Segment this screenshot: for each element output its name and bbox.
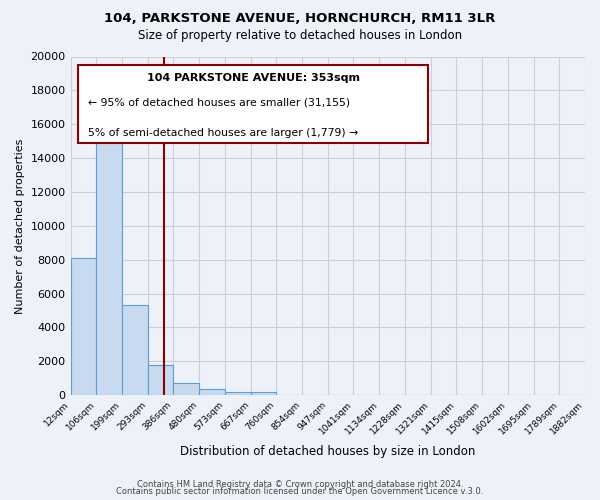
- Bar: [251, 392, 277, 395]
- Text: Size of property relative to detached houses in London: Size of property relative to detached ho…: [138, 29, 462, 42]
- Text: Contains HM Land Registry data © Crown copyright and database right 2024.: Contains HM Land Registry data © Crown c…: [137, 480, 463, 489]
- Text: 104 PARKSTONE AVENUE: 353sqm: 104 PARKSTONE AVENUE: 353sqm: [146, 74, 359, 84]
- Bar: [173, 384, 199, 395]
- Bar: [71, 258, 96, 395]
- Bar: [225, 392, 251, 395]
- Bar: [96, 114, 122, 395]
- Text: 5% of semi-detached houses are larger (1,779) →: 5% of semi-detached houses are larger (1…: [88, 128, 358, 138]
- Text: 104, PARKSTONE AVENUE, HORNCHURCH, RM11 3LR: 104, PARKSTONE AVENUE, HORNCHURCH, RM11 …: [104, 12, 496, 26]
- Bar: [148, 364, 173, 395]
- Y-axis label: Number of detached properties: Number of detached properties: [15, 138, 25, 314]
- Bar: [122, 306, 148, 395]
- Text: ← 95% of detached houses are smaller (31,155): ← 95% of detached houses are smaller (31…: [88, 97, 350, 107]
- X-axis label: Distribution of detached houses by size in London: Distribution of detached houses by size …: [180, 444, 475, 458]
- FancyBboxPatch shape: [78, 65, 428, 143]
- Text: Contains public sector information licensed under the Open Government Licence v.: Contains public sector information licen…: [116, 488, 484, 496]
- Bar: [199, 389, 225, 395]
